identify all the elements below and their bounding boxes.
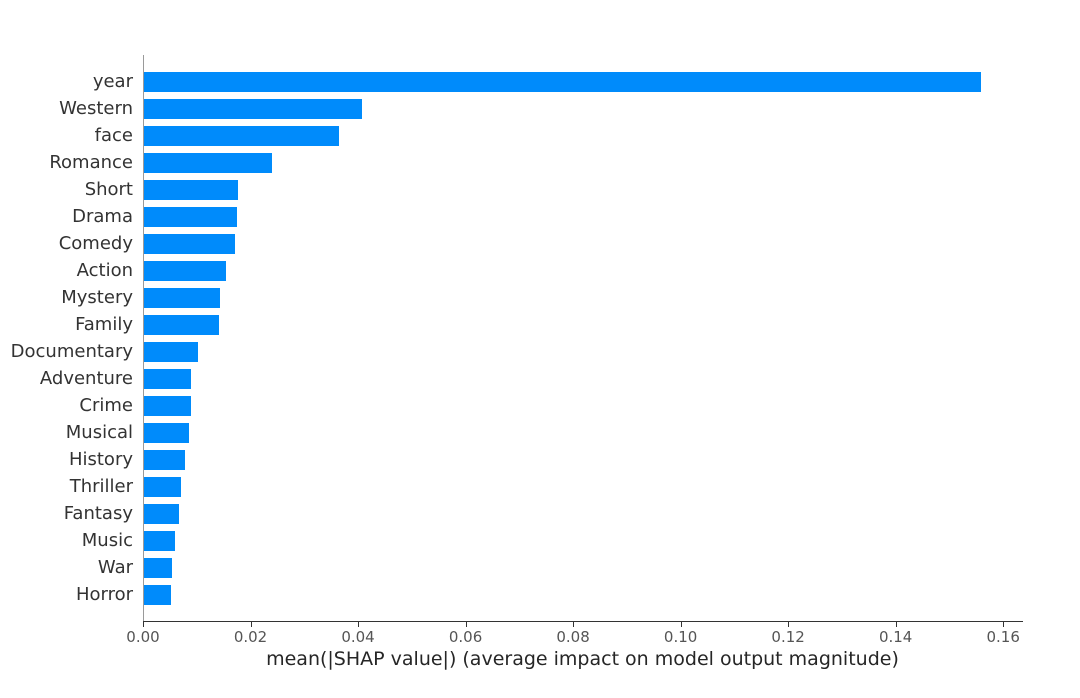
bar-fantasy: [144, 504, 180, 525]
x-axis-line: [143, 621, 1023, 622]
xtick-label-0.00: 0.00: [126, 628, 160, 646]
bar-family: [144, 314, 219, 335]
ytick-label-romance: Romance: [49, 151, 133, 173]
bar-romance: [144, 152, 273, 173]
xtick-label-0.06: 0.06: [448, 628, 483, 646]
bar-year: [144, 71, 982, 92]
ytick-label-crime: Crime: [79, 395, 133, 417]
zero-axis-line: [143, 55, 144, 621]
xtick-mark-0.10: [680, 622, 682, 627]
ytick-label-musical: Musical: [65, 422, 133, 444]
xtick-label-0.08: 0.08: [556, 628, 590, 646]
x-axis-title: mean(|SHAP value|) (average impact on mo…: [266, 648, 899, 670]
xtick-mark-0.06: [465, 622, 467, 627]
xtick-label-0.16: 0.16: [986, 628, 1020, 646]
ytick-label-music: Music: [81, 530, 133, 552]
bar-musical: [144, 423, 190, 444]
bar-mystery: [144, 287, 221, 308]
xtick-mark-0.12: [788, 622, 790, 627]
bar-western: [144, 98, 363, 119]
ytick-label-war: War: [97, 557, 133, 579]
bar-action: [144, 260, 226, 281]
ytick-label-action: Action: [76, 259, 133, 281]
xtick-label-0.10: 0.10: [663, 628, 698, 646]
ytick-label-horror: Horror: [75, 584, 133, 606]
bar-thriller: [144, 477, 181, 498]
bar-war: [144, 558, 173, 579]
ytick-label-documentary: Documentary: [10, 341, 133, 362]
ytick-label-face: face: [94, 124, 133, 146]
bar-drama: [144, 206, 237, 227]
bar-short: [144, 179, 239, 200]
bar-adventure: [144, 369, 192, 390]
xtick-mark-0.04: [358, 622, 360, 627]
bar-face: [144, 125, 339, 146]
bar-documentary: [144, 342, 198, 362]
bar-horror: [144, 585, 171, 606]
ytick-label-western: Western: [59, 97, 133, 119]
xtick-label-0.14: 0.14: [878, 628, 913, 646]
bar-comedy: [144, 233, 235, 254]
ytick-label-fantasy: Fantasy: [63, 503, 133, 525]
bar-crime: [144, 396, 191, 417]
bar-music: [144, 531, 176, 552]
plot-area: [143, 55, 1022, 621]
ytick-label-mystery: Mystery: [61, 286, 133, 308]
ytick-label-year: year: [92, 70, 133, 92]
ytick-label-adventure: Adventure: [39, 368, 133, 390]
ytick-label-family: Family: [75, 313, 133, 335]
xtick-mark-0.08: [573, 622, 575, 627]
ytick-label-short: Short: [84, 178, 133, 200]
ytick-label-drama: Drama: [72, 205, 133, 227]
bar-history: [144, 450, 185, 471]
xtick-label-0.12: 0.12: [771, 628, 805, 646]
ytick-label-thriller: Thriller: [69, 476, 133, 498]
xtick-mark-0.14: [895, 622, 897, 627]
ytick-label-comedy: Comedy: [58, 232, 133, 254]
xtick-label-0.04: 0.04: [341, 628, 375, 646]
xtick-mark-0.00: [143, 622, 144, 627]
xtick-label-0.02: 0.02: [233, 628, 268, 646]
xtick-mark-0.02: [250, 622, 252, 627]
xtick-mark-0.16: [1003, 622, 1005, 627]
ytick-label-history: History: [68, 449, 133, 471]
